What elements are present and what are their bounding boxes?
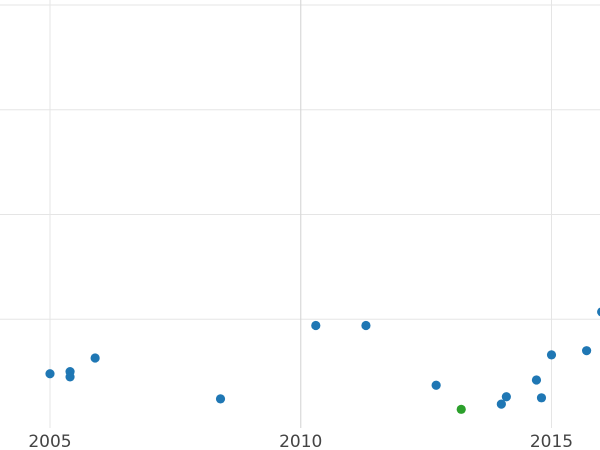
data-point — [311, 320, 321, 331]
data-point — [536, 393, 547, 403]
data-point — [456, 404, 466, 414]
data-point — [90, 353, 100, 363]
data-points — [45, 307, 600, 414]
data-point — [361, 320, 371, 331]
data-point — [431, 380, 441, 390]
x-tick-labels: 20052010201520202025 — [28, 432, 573, 450]
data-point — [45, 369, 55, 379]
x-tick-label: 2015 — [530, 432, 573, 450]
data-point — [546, 350, 557, 360]
data-point — [215, 394, 226, 404]
data-point — [531, 375, 542, 385]
x-tick-label: 2005 — [28, 432, 71, 450]
data-point — [65, 372, 75, 382]
data-point — [501, 392, 511, 402]
data-point — [582, 346, 592, 356]
x-tick-label: 2010 — [279, 432, 322, 450]
grid — [0, 0, 600, 428]
data-point — [597, 307, 600, 317]
data-point — [496, 399, 506, 409]
